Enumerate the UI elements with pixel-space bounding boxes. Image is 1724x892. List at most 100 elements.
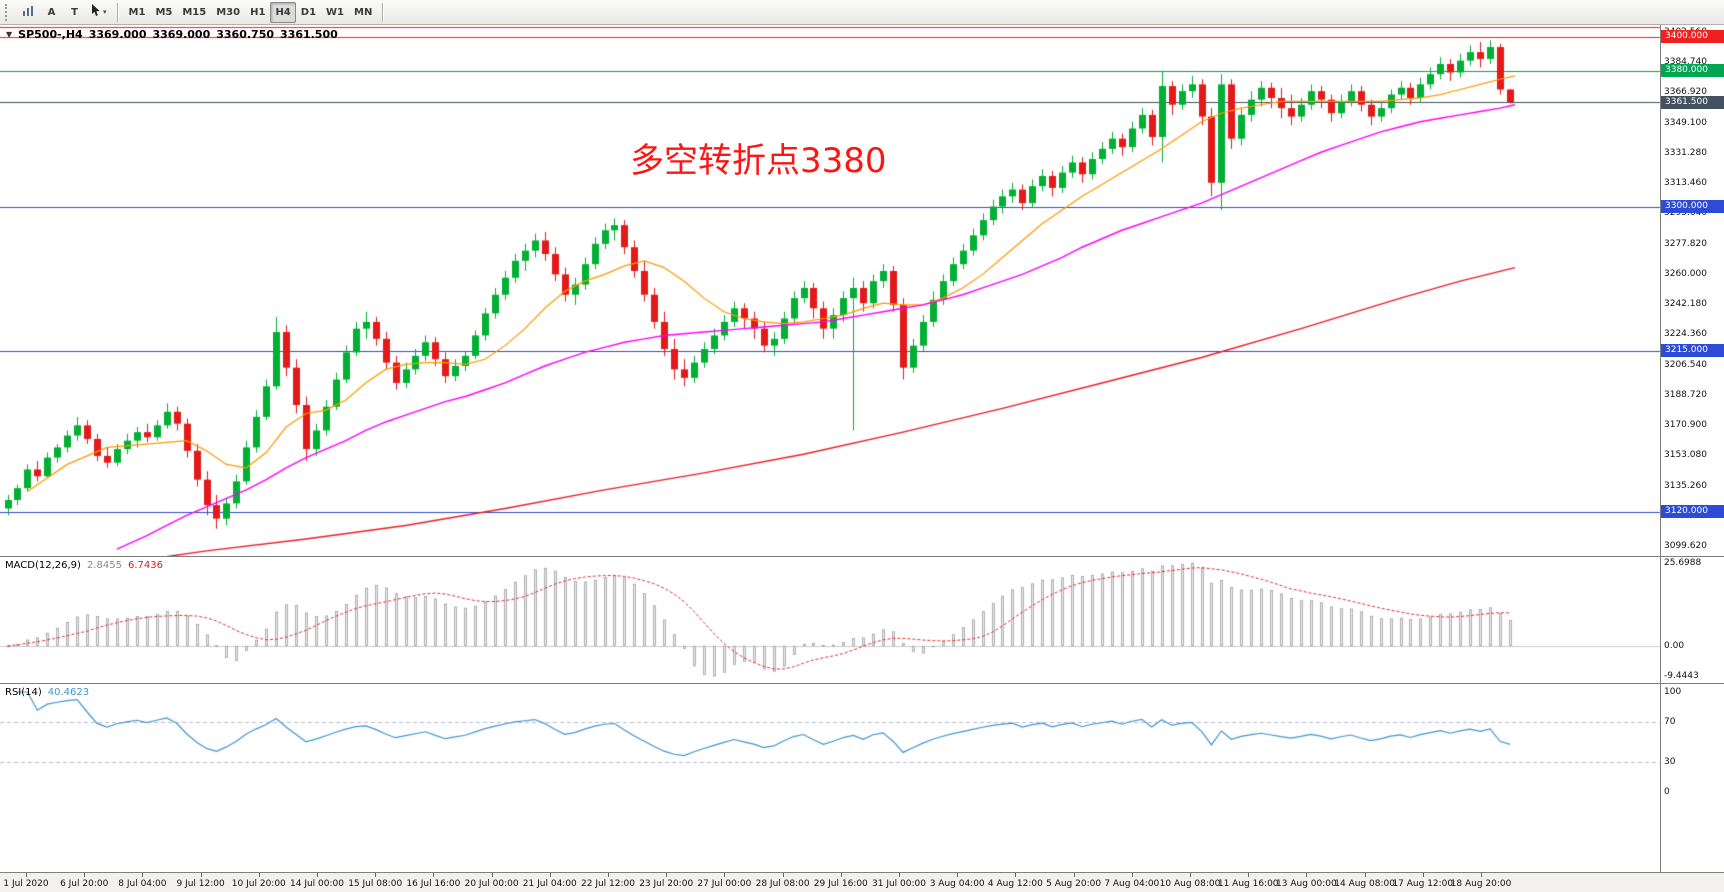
price-axis-label: 3260.000 — [1664, 268, 1707, 279]
ohlc-close: 3361.500 — [280, 28, 338, 41]
time-axis-tick — [899, 873, 900, 877]
time-axis-label: 15 Jul 08:00 — [348, 879, 403, 889]
time-axis-label: 11 Aug 16:00 — [1217, 879, 1279, 889]
time-axis-tick — [1190, 873, 1191, 877]
chart-area: ▼ SP500-,H4 3369.000 3369.000 3360.750 3… — [0, 25, 1724, 892]
cursor-tool-button[interactable]: ▾ — [86, 2, 112, 23]
toolbar-separator — [382, 2, 385, 22]
time-axis-tick — [1248, 873, 1249, 877]
price-axis-label: 3135.260 — [1664, 480, 1707, 491]
bar-chart-icon — [22, 5, 35, 20]
time-axis-label: 28 Jul 08:00 — [755, 879, 810, 889]
time-axis-label: 22 Jul 12:00 — [581, 879, 635, 889]
macd-panel-canvas[interactable] — [0, 557, 1724, 683]
price-axis-label: 3366.920 — [1664, 87, 1707, 98]
text-tool-button[interactable]: T — [63, 2, 86, 23]
macd-name: MACD(12,26,9) — [5, 560, 81, 571]
main-chart-canvas[interactable] — [0, 25, 1724, 556]
price-level-badge: 3361.500 — [1661, 95, 1724, 109]
toolbar-grip[interactable] — [5, 3, 12, 21]
timeframe-buttons: M1 M5 M15 M30 H1 H4 D1 W1 MN — [124, 1, 378, 23]
time-axis-tick — [317, 873, 318, 877]
time-axis-label: 14 Jul 00:00 — [290, 879, 344, 889]
price-axis-label: 3295.640 — [1664, 208, 1707, 219]
rsi-value: 40.4623 — [47, 687, 90, 698]
time-axis-tick — [492, 873, 493, 877]
time-axis-tick — [608, 873, 609, 877]
timeframe-button-h4[interactable]: H4 — [270, 1, 296, 23]
symbol-label: SP500-,H4 — [18, 28, 83, 41]
rsi-axis-label: 30 — [1664, 757, 1676, 767]
timeframe-button-w1[interactable]: W1 — [321, 2, 349, 23]
bar-chart-icon-button[interactable] — [17, 2, 40, 23]
time-axis-label: 16 Jul 16:00 — [406, 879, 461, 889]
time-axis-label: 10 Jul 20:00 — [231, 879, 286, 889]
time-axis-tick — [1423, 873, 1424, 877]
macd-axis-label: 0.00 — [1664, 640, 1685, 651]
time-axis-tick — [1306, 873, 1307, 877]
timeframe-button-mn[interactable]: MN — [349, 2, 377, 23]
annotate-a-button[interactable]: A — [40, 2, 63, 23]
time-axis-label: 9 Jul 12:00 — [176, 879, 225, 889]
timeframe-button-d1[interactable]: D1 — [296, 2, 321, 23]
macd-hist-value: 2.8455 — [86, 560, 122, 571]
macd-axis-label: 25.6988 — [1664, 557, 1702, 568]
time-axis-label: 10 Aug 08:00 — [1159, 879, 1221, 889]
panel-resize-divider[interactable] — [0, 556, 1724, 557]
toolbar: A T ▾ M1 M5 M15 M30 H1 H4 D1 W1 MN — [0, 0, 1724, 25]
rsi-panel-canvas[interactable] — [0, 684, 1724, 872]
price-axis-label: 3242.180 — [1664, 299, 1707, 310]
time-axis-label: 29 Jul 16:00 — [813, 879, 868, 889]
price-axis-label: 3277.820 — [1664, 238, 1707, 249]
time-axis-tick — [783, 873, 784, 877]
time-axis-tick — [1365, 873, 1366, 877]
price-level-badge: 3300.000 — [1661, 200, 1724, 214]
price-axis-label: 3331.280 — [1664, 147, 1707, 158]
price-axis-border — [1660, 25, 1661, 872]
timeframe-button-m5[interactable]: M5 — [150, 2, 177, 23]
macd-axis-label: -9.4443 — [1664, 671, 1699, 682]
price-axis-label: 3170.900 — [1664, 420, 1707, 431]
time-axis-tick — [1015, 873, 1016, 877]
panel-resize-divider[interactable] — [0, 683, 1724, 684]
cursor-icon — [91, 4, 101, 20]
time-axis-tick — [433, 873, 434, 877]
chart-annotation-text[interactable]: 多空转折点3380 — [630, 141, 887, 181]
time-axis-label: 27 Jul 00:00 — [697, 879, 752, 889]
time-axis-tick — [1074, 873, 1075, 877]
price-level-badge: 3380.000 — [1661, 64, 1724, 78]
time-axis-label: 14 Aug 08:00 — [1334, 879, 1395, 889]
price-level-badge: 3215.000 — [1661, 344, 1724, 358]
timeframe-button-h1[interactable]: H1 — [245, 2, 270, 23]
price-axis-label: 3384.740 — [1664, 57, 1707, 68]
time-axis-tick — [1481, 873, 1482, 877]
time-axis-label: 1 Jul 2020 — [3, 879, 49, 889]
timeframe-button-m15[interactable]: M15 — [177, 2, 211, 23]
ohlc-high: 3369.000 — [152, 28, 211, 41]
price-axis-label: 3313.460 — [1664, 178, 1707, 189]
timeframe-button-m30[interactable]: M30 — [211, 2, 245, 23]
rsi-axis-label: 0 — [1664, 787, 1670, 797]
time-axis-label: 20 Jul 00:00 — [464, 879, 519, 889]
time-axis-tick — [259, 873, 260, 877]
time-axis-tick — [957, 873, 958, 877]
rsi-indicator-label: RSI(14) 40.4623 — [5, 687, 89, 698]
toolbar-separator — [116, 2, 119, 22]
time-axis-tick — [201, 873, 202, 877]
collapse-triangle-icon[interactable]: ▼ — [6, 30, 13, 39]
rsi-name: RSI(14) — [5, 687, 42, 698]
time-axis-tick — [26, 873, 27, 877]
ohlc-low: 3360.750 — [216, 28, 275, 41]
time-axis-label: 7 Aug 04:00 — [1104, 879, 1160, 889]
price-axis-label: 3153.080 — [1664, 450, 1707, 461]
price-level-badge: 3120.000 — [1661, 505, 1724, 519]
time-axis-tick — [1132, 873, 1133, 877]
time-axis-tick — [841, 873, 842, 877]
price-axis-label: 3099.620 — [1664, 540, 1707, 551]
time-axis-tick — [142, 873, 143, 877]
time-axis-label: 17 Aug 12:00 — [1392, 879, 1454, 889]
time-axis-tick — [84, 873, 85, 877]
time-axis[interactable]: 1 Jul 2020 6 Jul 20:00 8 Jul 04:00 9 Jul 12… — [0, 872, 1724, 892]
timeframe-button-m1[interactable]: M1 — [124, 2, 151, 23]
time-axis-label: 3 Aug 04:00 — [929, 879, 985, 889]
